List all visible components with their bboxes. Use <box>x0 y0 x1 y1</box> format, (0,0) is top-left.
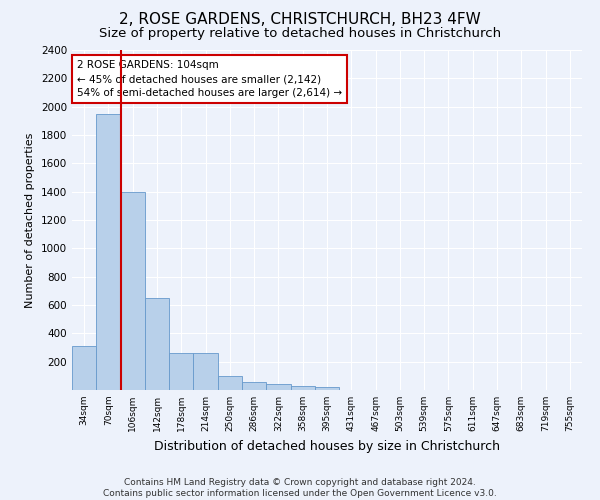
Bar <box>193 353 218 390</box>
X-axis label: Distribution of detached houses by size in Christchurch: Distribution of detached houses by size … <box>154 440 500 452</box>
Text: 2, ROSE GARDENS, CHRISTCHURCH, BH23 4FW: 2, ROSE GARDENS, CHRISTCHURCH, BH23 4FW <box>119 12 481 28</box>
Text: 2 ROSE GARDENS: 104sqm
← 45% of detached houses are smaller (2,142)
54% of semi-: 2 ROSE GARDENS: 104sqm ← 45% of detached… <box>77 60 342 98</box>
Text: Size of property relative to detached houses in Christchurch: Size of property relative to detached ho… <box>99 28 501 40</box>
Text: Contains HM Land Registry data © Crown copyright and database right 2024.
Contai: Contains HM Land Registry data © Crown c… <box>103 478 497 498</box>
Y-axis label: Number of detached properties: Number of detached properties <box>25 132 35 308</box>
Bar <box>290 386 315 390</box>
Bar <box>169 353 193 390</box>
Bar <box>266 384 290 390</box>
Bar <box>218 376 242 390</box>
Bar <box>96 114 121 390</box>
Bar <box>242 382 266 390</box>
Bar <box>72 346 96 390</box>
Bar <box>121 192 145 390</box>
Bar <box>145 298 169 390</box>
Bar <box>315 387 339 390</box>
